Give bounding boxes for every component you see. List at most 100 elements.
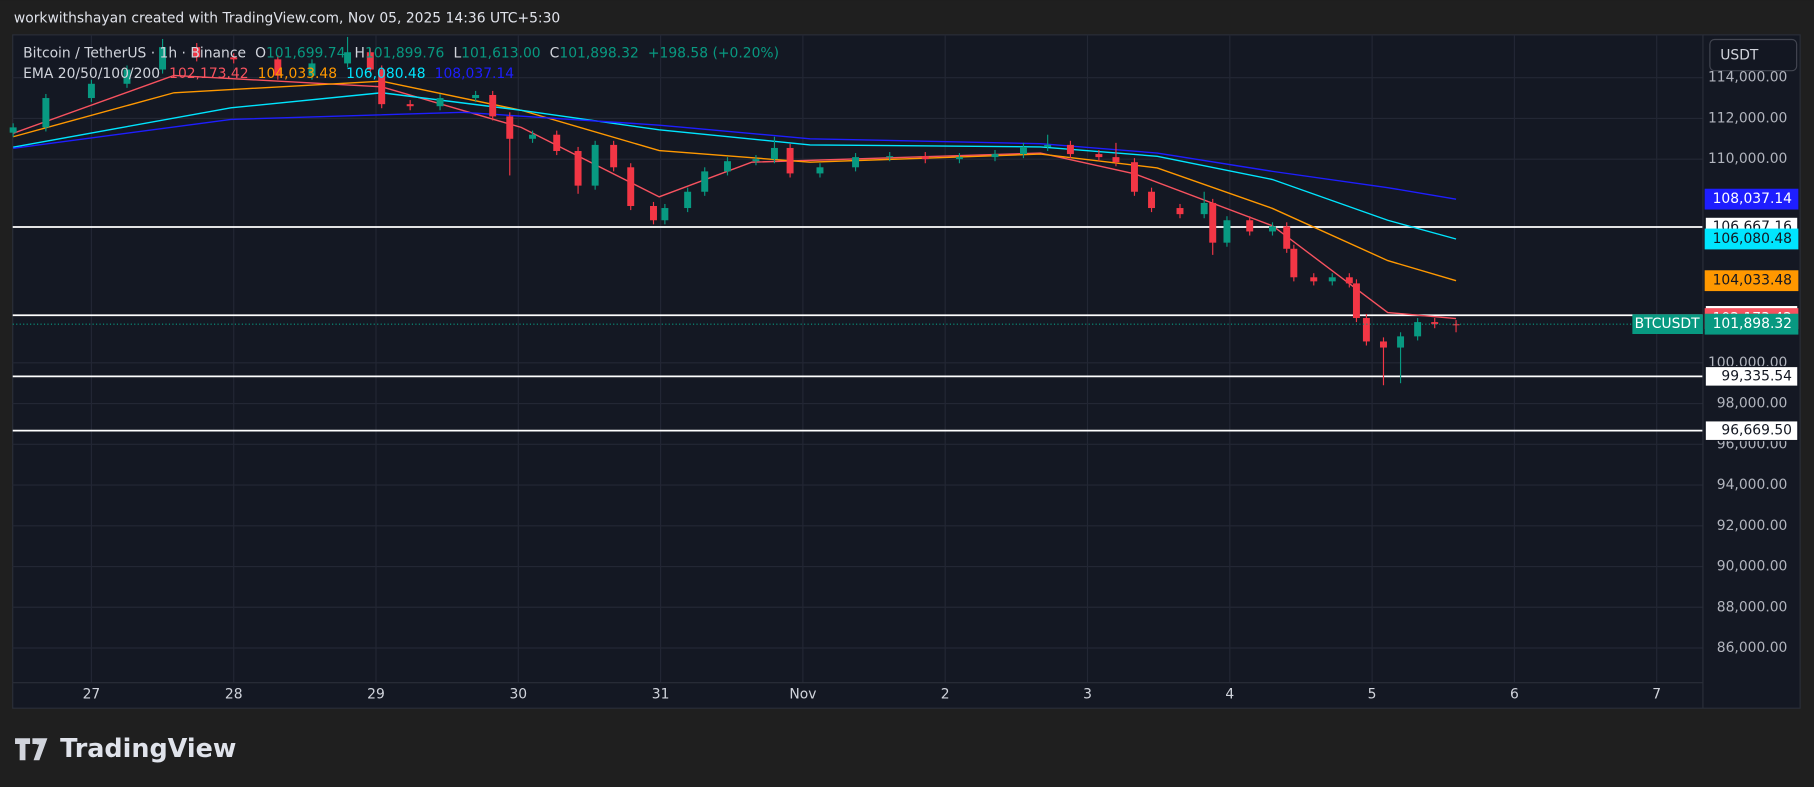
symbol-tag: BTCUSDT	[1635, 316, 1701, 332]
ema-line	[13, 92, 1457, 240]
ohlc-value: 101,898.32	[559, 45, 638, 61]
candle-body	[1066, 144, 1074, 155]
candle-body	[1095, 154, 1103, 158]
y-tick-label: 86,000.00	[1717, 640, 1788, 656]
x-tick-label: 28	[225, 686, 243, 702]
last-price-label-box	[1704, 313, 1799, 335]
y-tick-label: 88,000.00	[1717, 599, 1788, 615]
candle-body	[1452, 324, 1460, 326]
candle-body	[752, 159, 760, 162]
ohlc-value: 101,699.74	[266, 45, 346, 61]
last-price-label: 101,898.32	[1713, 316, 1792, 332]
x-tick-label: 7	[1652, 686, 1661, 702]
candle-body	[1112, 157, 1120, 163]
candle-body	[701, 171, 709, 192]
chart-panel	[12, 34, 1801, 709]
ema-value: 108,037.14	[435, 66, 515, 82]
candle-body	[230, 57, 238, 60]
x-tick-label: 5	[1368, 686, 1377, 702]
candle-body	[344, 52, 352, 64]
candle-body	[1431, 322, 1439, 325]
candle-body	[9, 127, 17, 133]
x-tick-label: 4	[1225, 686, 1234, 702]
level-label-box	[1704, 365, 1799, 387]
brand-logo: TradingView	[15, 734, 236, 764]
y-tick-label: 94,000.00	[1717, 477, 1788, 493]
candle-body	[1269, 226, 1276, 232]
ema-line	[12, 74, 1457, 320]
logo-dot	[35, 738, 42, 745]
candle-body	[991, 154, 999, 158]
caption: workwithshayan created with TradingView.…	[14, 11, 560, 27]
candle-body	[684, 191, 692, 209]
candle-body	[661, 208, 669, 221]
candle-body	[1283, 226, 1291, 249]
candle-body	[489, 94, 497, 117]
change: +198.58 (+0.20%)	[648, 45, 779, 61]
ohlc-value: 101,613.00	[461, 45, 540, 61]
candle-body	[770, 147, 778, 160]
candle-body	[1345, 277, 1353, 284]
candle-body	[852, 157, 860, 168]
indicator-legend: EMA 20/50/100/200 102,173.42 104,033.48 …	[23, 66, 514, 82]
candle-body	[193, 47, 201, 58]
x-tick-label: 27	[83, 686, 101, 702]
currency-label[interactable]: USDT	[1720, 48, 1759, 64]
level-label-box	[1704, 420, 1799, 442]
candle-body	[610, 144, 618, 168]
symbol: Bitcoin / TetherUS · 1h · Binance	[23, 45, 246, 61]
ema-label: 108,037.14	[1713, 191, 1793, 207]
candle-body	[1044, 144, 1052, 147]
ohlc-key: L	[453, 45, 461, 61]
candle-body	[591, 144, 599, 186]
candle-body	[159, 47, 167, 70]
ema-line	[13, 111, 1457, 200]
candle-body	[1223, 220, 1231, 243]
candle-body	[650, 205, 657, 221]
candle-body	[378, 69, 386, 105]
candle-body	[1209, 202, 1217, 243]
candle-body	[1246, 220, 1254, 232]
currency-button[interactable]: USDT	[1709, 38, 1798, 72]
candle-body	[1380, 341, 1387, 348]
x-tick-label: 31	[652, 686, 670, 702]
candle-body	[724, 161, 731, 172]
candle-body	[1352, 283, 1360, 319]
y-tick-label: 112,000.00	[1708, 110, 1787, 126]
candle-body	[553, 134, 561, 152]
candle-body	[506, 116, 514, 139]
legend-line: Bitcoin / TetherUS · 1h · Binance O101,6…	[23, 45, 779, 61]
brand-name: TradingView	[60, 734, 236, 764]
ema-line	[12, 80, 1457, 282]
candle-body	[87, 83, 95, 99]
x-tick-label: 3	[1083, 686, 1092, 702]
grid	[12, 34, 1703, 683]
y-tick-label: 98,000.00	[1717, 396, 1788, 412]
candle-body	[1414, 322, 1422, 337]
x-tick-label: 30	[509, 686, 527, 702]
candle-body	[955, 157, 963, 160]
candle-body	[436, 98, 444, 107]
ohlc-key: O	[255, 45, 266, 61]
currency-button-box[interactable]	[1709, 38, 1798, 72]
candle-body	[1290, 248, 1298, 278]
candle-body	[1130, 162, 1138, 192]
ema-label-box	[1704, 188, 1799, 210]
candle-body	[406, 104, 414, 107]
level-label: 99,335.54	[1721, 368, 1792, 384]
ema-label-box	[1704, 228, 1799, 250]
candle-body	[366, 52, 374, 70]
x-tick-label: 2	[941, 686, 950, 702]
x-tick-label: 29	[367, 686, 385, 702]
candle-body	[274, 59, 282, 76]
candle-body	[627, 167, 635, 206]
ohlc-key: H	[355, 45, 365, 61]
candle-body	[1200, 202, 1208, 215]
ohlc-key: C	[550, 45, 560, 61]
y-tick-label: 114,000.00	[1708, 70, 1787, 86]
y-tick-label: 90,000.00	[1717, 559, 1788, 575]
y-tick-label: 92,000.00	[1717, 518, 1788, 534]
candle-body	[1362, 318, 1370, 342]
candle-body	[529, 134, 537, 139]
